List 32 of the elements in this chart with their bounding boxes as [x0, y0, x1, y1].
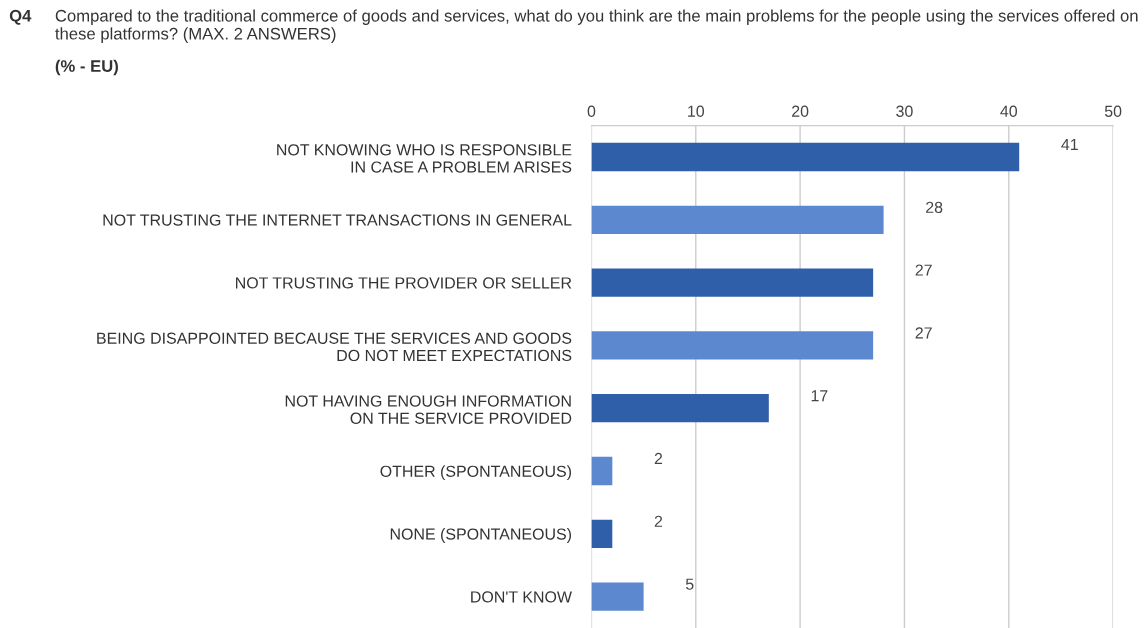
y-tick-label: DON'T KNOW — [471, 591, 572, 603]
bar — [591, 456, 613, 486]
data-label: 28 — [926, 201, 943, 213]
y-tick-label: NOT KNOWING WHO IS RESPONSIBLE IN CASE A PROBLEM ARISES — [277, 144, 572, 173]
x-tick-label: 50 — [1104, 105, 1122, 117]
y-tick-label: OTHER (SPONTANEOUS) — [380, 465, 572, 481]
y-tick-label: NOT TRUSTING THE INTERNET TRANSACTIONS IN GENERAL — [103, 214, 572, 226]
bar — [591, 205, 884, 234]
x-tick-label: 40 — [1000, 105, 1018, 117]
y-tick-label: NOT HAVING ENOUGH INFORMATION ON THE SERVICE PROVIDED — [285, 395, 572, 424]
y-tick-label: BEING DISAPPOINTED BECAUSE THE SERVICES AND GOODS DO NOT MEET EXPECTATIONS — [97, 332, 572, 362]
bar — [591, 582, 644, 611]
data-label: 41 — [1061, 139, 1078, 151]
x-tick-label: 0 — [587, 105, 596, 117]
data-label: 17 — [811, 390, 828, 402]
bar — [591, 519, 613, 548]
data-label: 2 — [654, 515, 663, 527]
data-label: 27 — [915, 264, 932, 276]
y-tick-label: NONE (SPONTANEOUS) — [390, 528, 572, 543]
bar — [591, 394, 769, 423]
x-tick-label: 20 — [792, 105, 809, 117]
y-tick-label: NOT TRUSTING THE PROVIDER OR SELLER — [236, 277, 572, 289]
text: (% - EU) — [55, 59, 118, 76]
data-label: 5 — [685, 578, 694, 590]
bar — [591, 142, 1020, 172]
x-tick-label: 10 — [688, 105, 705, 117]
bar — [591, 268, 874, 297]
data-label: 27 — [915, 327, 932, 339]
x-tick-label: 30 — [896, 105, 913, 117]
bar — [591, 331, 874, 360]
data-label: 2 — [654, 452, 663, 465]
chart-title: Q4 Compared to the traditional commerce of goods and services, what do you think are the main problems for the people using the services offered on these platforms? (MAX. 2 ANSWERS) — [9, 9, 1138, 43]
